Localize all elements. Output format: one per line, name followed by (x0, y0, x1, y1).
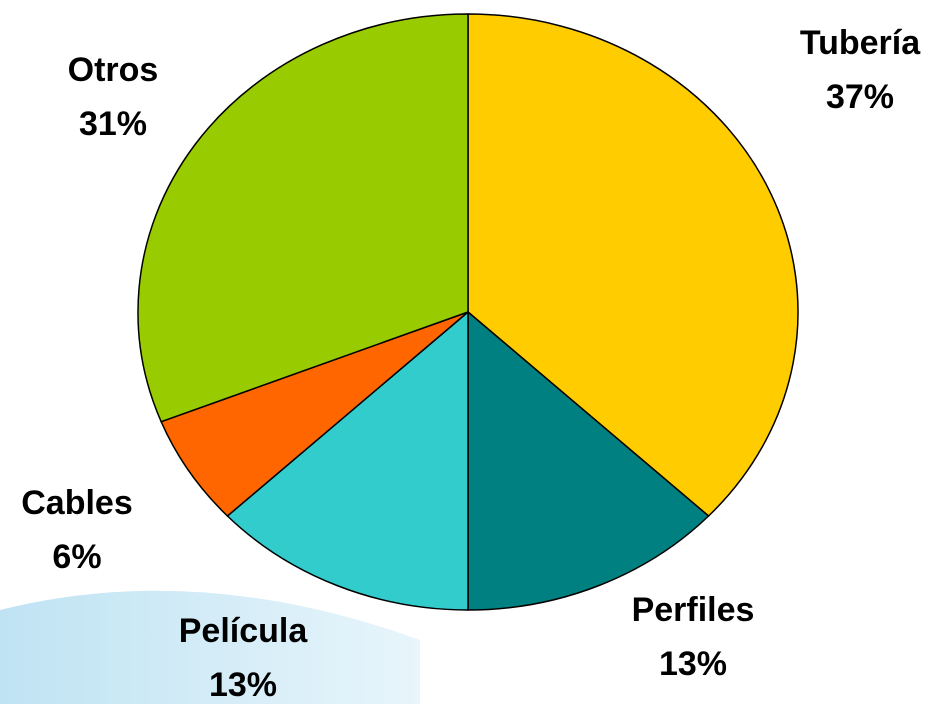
pie-slice (137, 13, 469, 423)
pie-slice (160, 311, 469, 518)
background-swoosh (0, 590, 420, 704)
slice-value-label: 6% (52, 538, 101, 576)
slice-label: Tubería (800, 24, 921, 62)
slice-label: Película (179, 612, 309, 650)
slice-value-label: 13% (659, 645, 727, 683)
slice-label: Perfiles (632, 591, 755, 629)
slice-value-label: 37% (826, 78, 894, 116)
pie-slice (467, 310, 710, 611)
slice-label: Cables (21, 484, 133, 522)
slice-value-label: 31% (79, 105, 147, 143)
slice-label: Otros (68, 51, 159, 89)
slice-value-label: 13% (209, 666, 277, 704)
pie-slice (467, 13, 799, 518)
pie-slice (226, 310, 469, 611)
